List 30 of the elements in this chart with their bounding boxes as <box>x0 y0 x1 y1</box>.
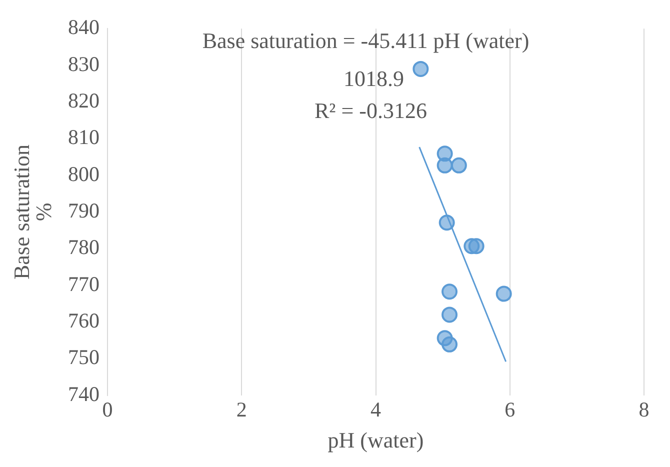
y-tick-label: 790 <box>68 198 100 223</box>
point <box>442 306 458 323</box>
y-tick-label: 770 <box>68 272 100 296</box>
y-tick-label: 840 <box>68 15 100 40</box>
point <box>496 286 512 302</box>
x-tick-label: 6 <box>504 398 516 422</box>
y-tick-label: 760 <box>68 308 100 333</box>
annotation: Base saturation = -45.411 pH (water) <box>202 28 530 53</box>
y-tick-label: 750 <box>68 345 100 370</box>
y-axis-title: Base saturation % <box>8 144 56 280</box>
point <box>438 214 455 231</box>
y-tick-label: 800 <box>68 162 100 186</box>
point <box>412 60 429 77</box>
y-tick-label: 780 <box>68 235 100 260</box>
point <box>442 284 458 300</box>
annotation: 1018.9 <box>344 66 404 91</box>
x-tick-label: 8 <box>638 398 650 422</box>
y-tick-label: 810 <box>68 125 100 150</box>
point <box>436 157 453 174</box>
x-tick-label: 2 <box>236 398 247 422</box>
point <box>468 238 484 254</box>
annotation: R² = -0.3126 <box>314 98 428 123</box>
x-tick-label: 0 <box>102 398 113 422</box>
y-tick-label: 740 <box>68 382 100 406</box>
y-tick-label: 830 <box>68 52 100 76</box>
point <box>450 157 467 174</box>
y-tick-label: 820 <box>68 88 100 112</box>
x-tick-label: 4 <box>370 398 382 422</box>
point <box>442 336 458 352</box>
x-axis-title: pH (water) <box>328 428 424 453</box>
